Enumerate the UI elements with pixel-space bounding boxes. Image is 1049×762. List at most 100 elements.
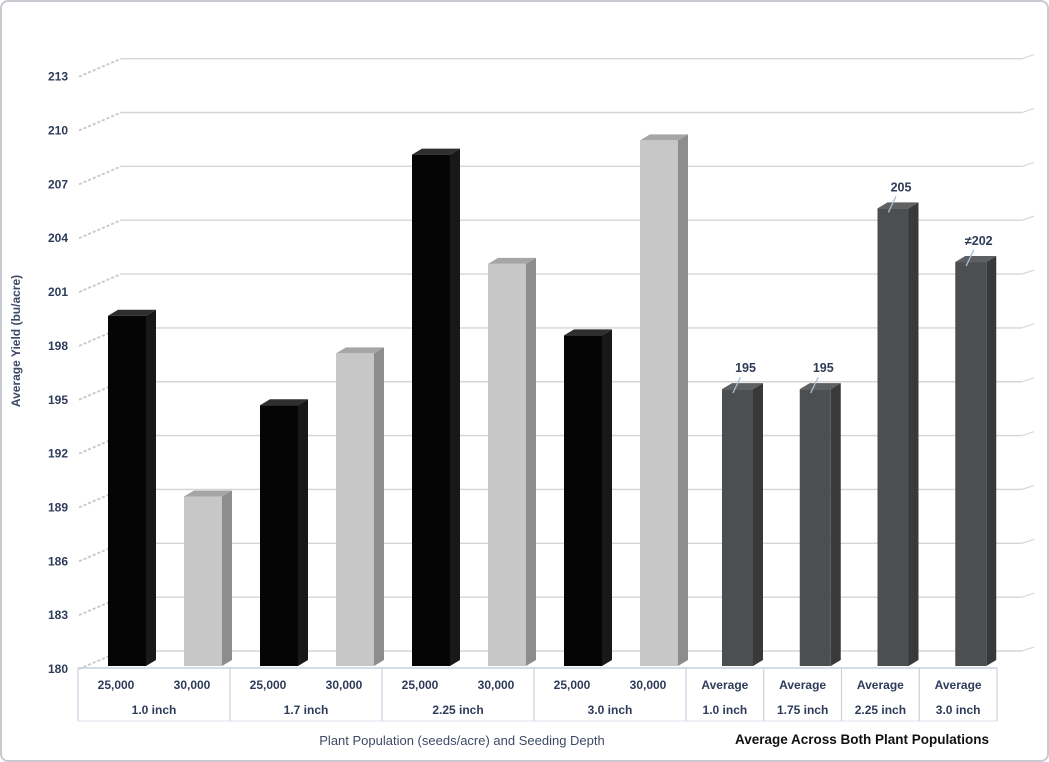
bar-front-face [260, 405, 298, 666]
y-tick-label: 213 [48, 70, 68, 84]
data-label-leader [887, 196, 897, 213]
bar-side-face [146, 309, 156, 666]
bar-front-face [564, 335, 602, 666]
depth-label: 1.0 inch [703, 703, 748, 717]
population-label: Average [779, 678, 826, 692]
bar-top-face [108, 309, 156, 316]
bar-30000-1.0-inch [184, 490, 232, 666]
y-tick-label: 210 [48, 124, 68, 138]
bar-front-face [877, 208, 909, 666]
bar-side-face [222, 490, 232, 666]
population-label: 30,000 [326, 678, 363, 692]
data-label: 195 [735, 361, 756, 375]
bar-30000-3.0-inch [640, 134, 688, 666]
bar-side-face [526, 257, 536, 666]
data-label-leader [965, 249, 975, 267]
bar-30000-1.7-inch [336, 347, 384, 666]
y-gridline: 201 [48, 269, 1035, 299]
bar-side-face [830, 383, 841, 666]
bar-top-face [877, 202, 919, 209]
depth-label: 1.0 inch [132, 703, 177, 717]
bar-front-face [722, 389, 753, 666]
bar-top-face [799, 383, 841, 390]
y-tick-label: 207 [48, 177, 68, 191]
bar-side-face [753, 383, 763, 666]
bar-30000-2.25-inch [488, 257, 536, 666]
y-tick-label: 180 [48, 662, 68, 676]
y-gridline: 213 [48, 54, 1035, 84]
y-axis-title: Average Yield (bu/acre) [9, 275, 23, 407]
y-gridline: 198 [48, 323, 1035, 353]
bar-front-face [799, 389, 831, 666]
y-tick-label: 189 [48, 500, 68, 514]
y-tick-label: 183 [48, 608, 68, 622]
population-label: 30,000 [478, 678, 515, 692]
population-label: 30,000 [630, 678, 667, 692]
data-label: 205 [891, 180, 912, 194]
bar-top-face [955, 256, 997, 263]
bar-top-face [184, 490, 232, 497]
bar-front-face [488, 263, 526, 666]
population-label: 25,000 [250, 678, 287, 692]
population-label: 25,000 [98, 678, 135, 692]
depth-label: 3.0 inch [936, 703, 981, 717]
bar-Average-2.25-inch [877, 202, 919, 666]
y-tick-label: 198 [48, 339, 68, 353]
bar-front-face [108, 315, 146, 666]
bar-25000-2.25-inch [412, 148, 460, 666]
bar-front-face [955, 262, 987, 666]
bar-side-face [678, 134, 688, 666]
bar-Average-3.0-inch [955, 256, 997, 666]
bar-front-face [184, 496, 222, 666]
bar-Average-1.75-inch [799, 383, 841, 666]
depth-label: 3.0 inch [588, 703, 633, 717]
depth-label: 2.25 inch [855, 703, 906, 717]
bar-25000-1.7-inch [260, 399, 308, 666]
bar-side-face [374, 347, 384, 666]
bar-side-face [602, 329, 612, 666]
bar-front-face [640, 140, 678, 666]
y-tick-label: 192 [48, 447, 68, 461]
population-label: 25,000 [402, 678, 439, 692]
bar-side-face [908, 202, 919, 666]
bar-top-face [336, 347, 384, 354]
bar-side-face [986, 256, 997, 666]
bar-top-face [412, 148, 460, 155]
bar-25000-1.0-inch [108, 309, 156, 666]
population-label: Average [935, 678, 982, 692]
population-label: Average [701, 678, 748, 692]
data-labels-layer: 195 195 205 ≠202 [732, 180, 993, 394]
y-gridline: 207 [48, 161, 1035, 191]
bar-Average-1.0-inch [722, 383, 763, 666]
y-tick-label: 195 [48, 393, 68, 407]
x-axis-title-left: Plant Population (seeds/acre) and Seedin… [319, 733, 604, 748]
x-axis-title-right: Average Across Both Plant Populations [735, 732, 989, 747]
depth-label: 1.75 inch [777, 703, 828, 717]
population-label: 25,000 [554, 678, 591, 692]
bar-top-face [488, 257, 536, 264]
bar-top-face [640, 134, 688, 141]
bar-front-face [336, 353, 374, 666]
y-gridline: 210 [48, 107, 1035, 138]
bar-side-face [450, 148, 460, 666]
y-tick-label: 186 [48, 554, 68, 568]
bar-top-face [564, 329, 612, 336]
y-tick-label: 201 [48, 285, 68, 299]
data-label-leader [810, 376, 819, 394]
y-tick-label: 204 [48, 231, 68, 245]
population-label: 30,000 [174, 678, 211, 692]
population-label: Average [857, 678, 904, 692]
depth-label: 1.7 inch [284, 703, 329, 717]
category-axis-layer: 25,000 30,000 1.0 inch 25,000 30,000 1.7 inch… [77, 667, 998, 722]
bars-layer [108, 134, 997, 666]
y-gridline: 204 [48, 215, 1035, 245]
data-label-leader [732, 376, 742, 394]
depth-label: 2.25 inch [432, 703, 483, 717]
bar-25000-3.0-inch [564, 329, 612, 666]
data-label: ≠202 [965, 234, 993, 248]
bar-top-face [260, 399, 308, 406]
bar-top-face [722, 383, 763, 390]
data-label: 195 [813, 361, 834, 375]
